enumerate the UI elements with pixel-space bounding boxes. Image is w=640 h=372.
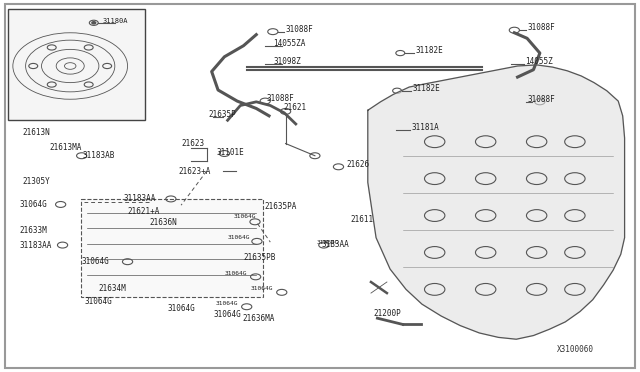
Text: 31064G: 31064G xyxy=(168,304,195,313)
Text: 31088F: 31088F xyxy=(285,25,314,33)
Text: 31064G: 31064G xyxy=(234,214,256,219)
Text: 31064G: 31064G xyxy=(85,297,113,306)
Text: 21623: 21623 xyxy=(181,139,204,148)
Text: 31180A: 31180A xyxy=(102,17,127,23)
Text: 21633M: 21633M xyxy=(19,226,47,235)
Text: 31183AA: 31183AA xyxy=(19,241,52,250)
Text: 31181A: 31181A xyxy=(412,123,440,132)
Circle shape xyxy=(92,22,96,24)
Text: 21613N: 21613N xyxy=(22,128,50,137)
Text: 31064G: 31064G xyxy=(251,286,273,291)
Text: 21636N: 21636N xyxy=(150,218,178,227)
Text: 21634M: 21634M xyxy=(99,284,127,293)
Text: 31064G: 31064G xyxy=(224,271,246,276)
Text: 31064G: 31064G xyxy=(215,301,238,305)
Text: 31182E: 31182E xyxy=(412,84,440,93)
Text: 31101E: 31101E xyxy=(217,148,244,157)
Text: 21611: 21611 xyxy=(350,215,373,224)
Text: 21305Y: 21305Y xyxy=(22,177,50,186)
Text: 31B3AA: 31B3AA xyxy=(321,240,349,249)
Text: 21635PA: 21635PA xyxy=(264,202,297,211)
Text: 21635PB: 21635PB xyxy=(244,253,276,263)
Text: 31064G: 31064G xyxy=(19,200,47,209)
Text: 31098Z: 31098Z xyxy=(273,57,301,66)
FancyBboxPatch shape xyxy=(8,9,145,119)
Text: 31183AA: 31183AA xyxy=(123,195,156,203)
Text: 31183AB: 31183AB xyxy=(83,151,115,160)
Text: 31064G: 31064G xyxy=(82,257,109,266)
Polygon shape xyxy=(368,65,625,339)
Text: 21626: 21626 xyxy=(347,160,370,169)
Text: 21623+A: 21623+A xyxy=(179,167,211,176)
FancyBboxPatch shape xyxy=(81,199,262,297)
Text: 31088F: 31088F xyxy=(527,23,555,32)
Text: 31182E: 31182E xyxy=(415,46,444,55)
Text: 21621+A: 21621+A xyxy=(127,206,160,216)
Text: 31064G: 31064G xyxy=(214,310,241,319)
Text: 31064G: 31064G xyxy=(227,235,250,240)
Text: 21636MA: 21636MA xyxy=(243,314,275,323)
Text: X3100060: X3100060 xyxy=(557,345,594,354)
Text: 21613MA: 21613MA xyxy=(50,143,82,152)
Text: 31088F: 31088F xyxy=(266,94,294,103)
Text: 21635P: 21635P xyxy=(209,109,236,119)
Text: 21200P: 21200P xyxy=(374,309,401,318)
Text: 31088F: 31088F xyxy=(527,95,555,104)
Text: 21621: 21621 xyxy=(283,103,306,112)
Text: 14055Z: 14055Z xyxy=(525,57,553,66)
Text: 31064G: 31064G xyxy=(317,240,339,245)
Text: 14055ZA: 14055ZA xyxy=(273,39,305,48)
